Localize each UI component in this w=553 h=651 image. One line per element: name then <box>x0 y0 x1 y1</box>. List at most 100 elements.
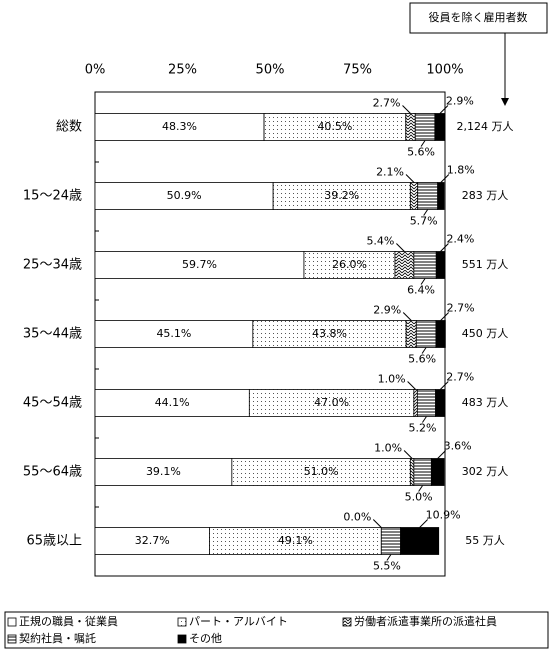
legend-swatch <box>177 634 187 644</box>
category-label: 15～24歳 <box>23 189 82 204</box>
leader <box>420 140 426 147</box>
legend-label: 契約社員・嘱託 <box>19 631 96 645</box>
bar-segment <box>394 251 415 279</box>
value-label: 2.4% <box>446 233 474 246</box>
category-label: 25～34歳 <box>23 258 82 273</box>
note-box <box>409 2 548 34</box>
bar-segment <box>272 182 411 210</box>
bar-segment <box>94 320 254 348</box>
bar-segment <box>413 458 432 486</box>
value-label: 51.0% <box>304 465 339 478</box>
bar-segment <box>231 458 411 486</box>
value-label: 26.0% <box>332 258 367 271</box>
category-label: 55～64歳 <box>23 465 82 480</box>
bar-segment <box>434 113 446 141</box>
legend-swatch <box>7 617 17 627</box>
bar-segment <box>94 389 250 417</box>
value-label: 1.8% <box>447 164 475 177</box>
total-label: 483 万人 <box>462 396 509 409</box>
value-label: 44.1% <box>155 396 190 409</box>
value-label: 59.7% <box>182 258 217 271</box>
legend-label: その他 <box>189 632 222 645</box>
leader <box>423 209 429 216</box>
bar-segment <box>405 320 417 348</box>
value-label: 47.0% <box>314 396 349 409</box>
bar-segment <box>252 320 407 348</box>
total-label: 302 万人 <box>462 465 509 478</box>
arrow-head <box>501 98 509 106</box>
value-label: 2.7% <box>446 371 474 384</box>
legend-swatch <box>177 617 187 627</box>
leader <box>440 243 449 252</box>
leader <box>407 381 416 390</box>
legend-swatch <box>7 634 17 644</box>
leader <box>386 554 392 561</box>
value-label: 5.6% <box>408 353 436 366</box>
bar-segment <box>416 389 436 417</box>
total-label: 2,124 万人 <box>457 120 514 133</box>
value-label: 40.5% <box>317 120 352 133</box>
note: 役員を除く雇用者数 <box>429 10 528 24</box>
value-label: 5.2% <box>408 422 436 435</box>
leader <box>439 105 449 114</box>
value-label: 1.0% <box>374 442 402 455</box>
value-label: 10.9% <box>426 509 461 522</box>
value-label: 5.5% <box>373 560 401 573</box>
value-label: 39.1% <box>146 465 181 478</box>
leader <box>439 381 449 390</box>
x-tick-label: 50% <box>256 63 285 78</box>
bar-segment <box>303 251 396 279</box>
leader <box>437 450 447 459</box>
bar-segment <box>400 527 440 555</box>
leader <box>403 450 413 459</box>
bar-segment <box>417 182 439 210</box>
leader <box>405 174 415 183</box>
bar-segment <box>413 389 418 417</box>
leader <box>396 243 405 252</box>
value-label: 2.7% <box>373 97 401 110</box>
bar-segment <box>94 527 210 555</box>
legend-label: 労働者派遣事業所の派遣社員 <box>354 614 497 628</box>
x-tick-label: 100% <box>426 63 463 78</box>
leader <box>440 312 449 321</box>
bar-segment <box>380 527 401 555</box>
bar-segment <box>414 113 436 141</box>
value-label: 32.7% <box>135 534 170 547</box>
bar-segment <box>94 458 233 486</box>
value-label: 3.6% <box>444 440 472 453</box>
bar-segment <box>405 113 416 141</box>
value-label: 6.4% <box>407 284 435 297</box>
value-label: 2.9% <box>373 304 401 317</box>
total-label: 450 万人 <box>462 327 509 340</box>
leader <box>372 519 382 528</box>
bar-segment <box>248 389 415 417</box>
total-label: 283 万人 <box>462 189 509 202</box>
leader <box>419 519 428 528</box>
category-label: 65歳以上 <box>26 534 82 549</box>
leader <box>418 485 424 492</box>
category-label: 総数 <box>56 120 82 135</box>
bar-segment <box>435 389 446 417</box>
leader <box>422 416 427 423</box>
value-label: 5.7% <box>410 215 438 228</box>
bar-segment <box>435 320 446 348</box>
bar-segment <box>413 251 437 279</box>
value-label: 48.3% <box>162 120 197 133</box>
bar-segment <box>415 320 437 348</box>
leader <box>420 278 426 285</box>
value-label: 2.9% <box>446 95 474 108</box>
bar-segment <box>430 458 445 486</box>
value-label: 1.0% <box>378 373 406 386</box>
category-label: 35～44歳 <box>23 327 82 342</box>
legend-label: パート・アルバイト <box>189 615 288 628</box>
bar-segment <box>209 527 382 555</box>
value-label: 2.7% <box>447 302 475 315</box>
bar-segment <box>409 458 415 486</box>
leader <box>402 312 412 321</box>
value-label: 2.1% <box>376 166 404 179</box>
value-label: 5.0% <box>405 491 433 504</box>
value-label: 45.1% <box>156 327 191 340</box>
x-tick-label: 25% <box>168 63 197 78</box>
total-label: 551 万人 <box>462 258 509 271</box>
